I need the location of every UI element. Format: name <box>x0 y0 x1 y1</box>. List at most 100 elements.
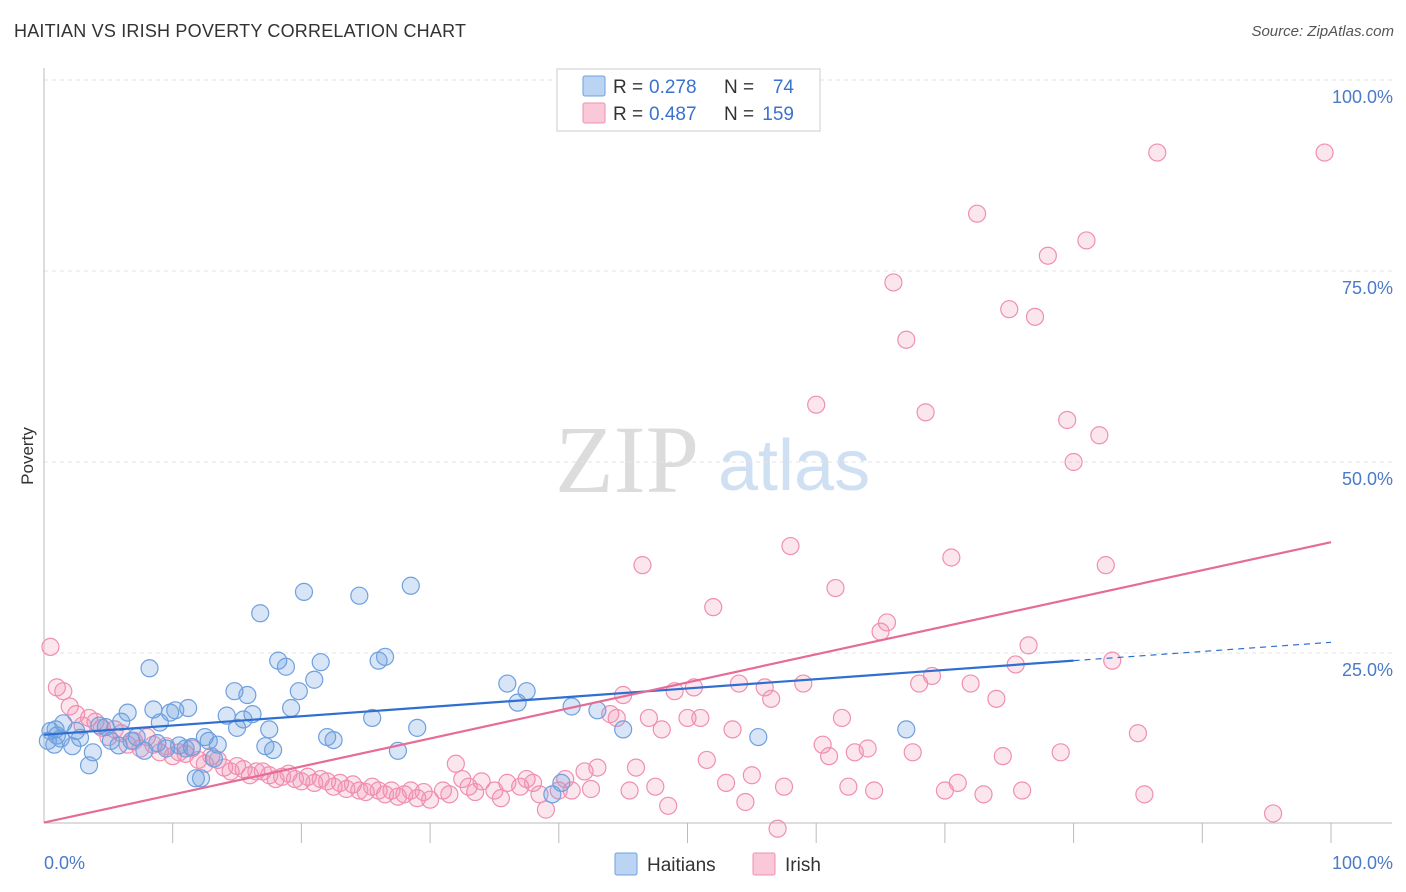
irish-point <box>530 785 549 804</box>
irish-point <box>916 403 935 422</box>
watermark-zip: ZIP <box>555 406 699 513</box>
irish-point <box>678 708 697 728</box>
y-tick-label: 75.0% <box>1342 278 1393 298</box>
irish-point <box>1263 804 1283 823</box>
source-credit: Source: ZipAtlas.com <box>1251 23 1394 40</box>
irish-point <box>1064 452 1083 472</box>
irish-point <box>1077 231 1096 250</box>
irish-point <box>781 536 800 556</box>
irish-point <box>620 781 639 800</box>
irish-point <box>736 792 755 812</box>
haitians-point <box>208 735 227 754</box>
irish-point <box>414 782 433 802</box>
irish-point <box>421 790 440 809</box>
y-tick-label: 25.0% <box>1342 660 1393 680</box>
haitians-point <box>508 693 527 712</box>
irish-point <box>903 743 922 762</box>
irish-point <box>652 720 671 739</box>
y-tick-label: 50.0% <box>1342 469 1393 489</box>
haitians-point <box>179 698 198 718</box>
y-tick-labels: 25.0% 50.0% 75.0% 100.0% <box>1332 87 1393 680</box>
haitians-point <box>238 685 257 705</box>
haitians-point <box>350 586 369 605</box>
haitians-point <box>401 576 420 595</box>
irish-point <box>942 548 961 567</box>
haitians-point <box>498 674 517 693</box>
haitians-point <box>176 739 195 758</box>
legend-haitians-n-label: N = <box>724 77 754 98</box>
haitians-point <box>282 698 301 718</box>
haitians-point <box>552 773 571 792</box>
series-haitians-points <box>38 576 916 804</box>
irish-point <box>1103 651 1122 670</box>
haitians-point <box>375 647 395 666</box>
irish-point <box>659 796 678 815</box>
irish-point <box>440 785 459 804</box>
haitians-point <box>204 749 223 768</box>
watermark-atlas: atlas <box>718 426 870 506</box>
legend-irish-n-value: 159 <box>762 104 794 125</box>
trend-lines <box>43 541 1332 824</box>
irish-point <box>453 769 472 789</box>
legend-bottom-irish-swatch <box>752 852 776 876</box>
haitians-point <box>614 720 633 739</box>
haitians-point <box>897 720 916 739</box>
irish-point <box>536 800 556 819</box>
legend-bottom-haitians-label: Haitians <box>647 855 716 876</box>
haitians-point <box>289 682 308 701</box>
irish-point <box>717 773 736 792</box>
irish-point <box>961 674 980 693</box>
irish-point <box>41 637 60 656</box>
irish-point <box>993 747 1012 766</box>
irish-point <box>865 781 884 800</box>
legend-irish-r-value: 0.487 <box>649 104 697 125</box>
haitians-point <box>186 769 205 788</box>
legend-haitians-swatch <box>582 75 606 97</box>
irish-point <box>588 758 607 777</box>
irish-point <box>704 598 723 617</box>
irish-point <box>646 777 665 796</box>
haitians-point <box>311 653 330 672</box>
x-tick-label-min: 0.0% <box>44 853 85 873</box>
irish-point <box>974 785 993 804</box>
irish-point <box>884 273 903 292</box>
irish-point <box>1315 143 1334 162</box>
series-irish-points <box>41 143 1334 838</box>
haitians-point <box>324 730 343 750</box>
irish-point <box>691 708 710 728</box>
irish-point <box>1096 556 1115 575</box>
haitians-point <box>140 659 159 678</box>
irish-point <box>826 578 845 598</box>
x-axis-ticks <box>172 823 1332 843</box>
haitians-point <box>118 703 137 722</box>
haitians-trend-extension <box>1073 641 1332 662</box>
irish-point <box>832 708 852 728</box>
irish-point <box>858 739 877 758</box>
legend-irish-r-label: R = <box>613 104 643 125</box>
legend-haitians-r-value: 0.278 <box>649 77 697 98</box>
haitians-point <box>363 708 382 728</box>
legend-irish-n-label: N = <box>724 104 754 125</box>
chart-title: HAITIAN VS IRISH POVERTY CORRELATION CHA… <box>14 21 467 41</box>
gridlines <box>44 79 1392 654</box>
legend-haitians-n-value: 74 <box>773 77 795 98</box>
y-axis-title: Poverty <box>18 427 37 485</box>
haitians-point <box>83 743 103 762</box>
legend-bottom-irish-label: Irish <box>785 855 821 876</box>
x-tick-label-max: 100.0% <box>1332 853 1393 873</box>
irish-point <box>794 674 813 693</box>
irish-point <box>633 556 652 575</box>
haitians-point <box>276 657 296 676</box>
irish-point <box>1038 246 1057 265</box>
irish-point <box>1019 636 1038 655</box>
legend-stats: R = 0.278 N = 74 R = 0.487 N = 159 <box>556 68 821 132</box>
irish-point <box>697 750 716 770</box>
haitians-point <box>191 769 211 788</box>
irish-point <box>877 613 897 632</box>
legend-irish-swatch <box>582 102 606 124</box>
irish-point <box>742 766 761 785</box>
irish-point <box>807 395 826 414</box>
irish-point <box>466 782 485 802</box>
irish-point <box>967 204 987 223</box>
